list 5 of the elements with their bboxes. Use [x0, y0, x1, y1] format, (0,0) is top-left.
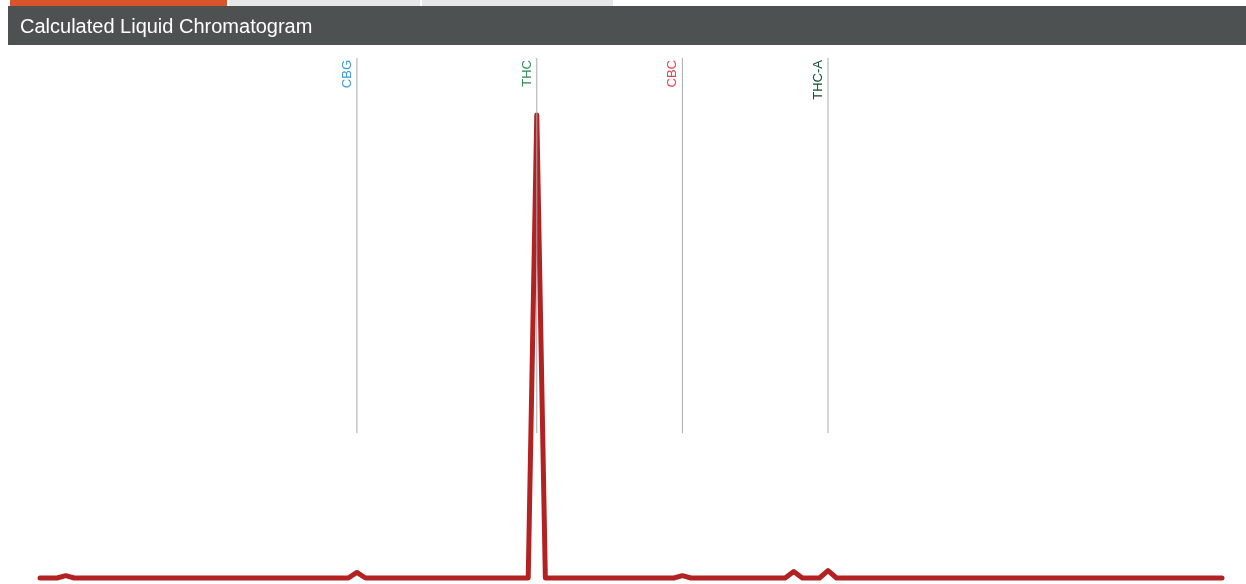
text: THC-A [810, 59, 825, 100]
chart-title: Calculated Liquid Chromatogram [8, 6, 1246, 45]
text: CBC [664, 60, 680, 88]
text: CBG [338, 60, 354, 89]
text: THC [518, 60, 534, 87]
